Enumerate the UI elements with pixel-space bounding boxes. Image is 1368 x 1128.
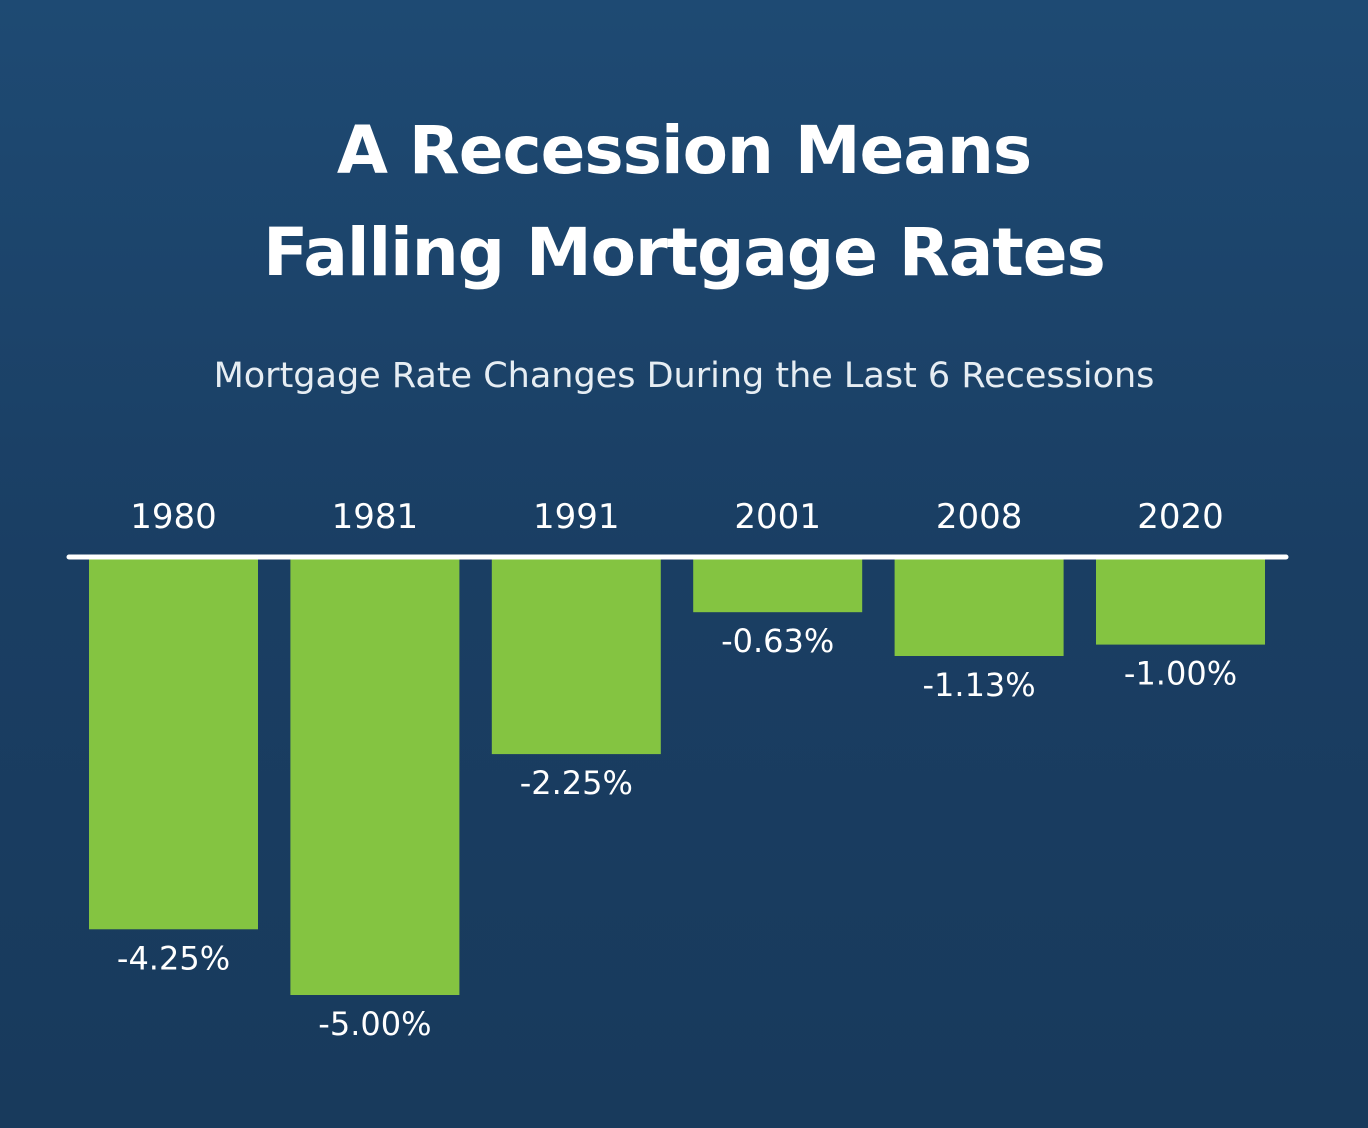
category-labels-group: 1980 1981 1991 2001 2008 2020 bbox=[130, 497, 1224, 537]
category-label-2008: 2008 bbox=[936, 497, 1023, 537]
value-label-2020: -1.00% bbox=[1124, 655, 1237, 693]
category-label-2001: 2001 bbox=[734, 497, 821, 537]
category-label-1980: 1980 bbox=[130, 497, 217, 537]
bars-group bbox=[89, 557, 1265, 995]
chart-title-line-1: A Recession Means bbox=[336, 112, 1032, 189]
category-label-1981: 1981 bbox=[332, 497, 419, 537]
category-label-1991: 1991 bbox=[533, 497, 620, 537]
value-label-1991: -2.25% bbox=[520, 764, 633, 802]
value-label-2001: -0.63% bbox=[721, 622, 834, 660]
bar-1991 bbox=[491, 557, 661, 755]
chart-title: A Recession Means Falling Mortgage Rates bbox=[0, 100, 1368, 304]
chart-title-line-2: Falling Mortgage Rates bbox=[263, 214, 1106, 291]
category-label-2020: 2020 bbox=[1137, 497, 1224, 537]
value-labels-group: -4.25% -5.00% -2.25% -0.63% -1.13% -1.00% bbox=[117, 622, 1237, 1043]
value-label-1980: -4.25% bbox=[117, 939, 230, 977]
chart-subtitle: Mortgage Rate Changes During the Last 6 … bbox=[213, 356, 1155, 396]
value-label-1981: -5.00% bbox=[318, 1005, 431, 1043]
bar-1980 bbox=[89, 557, 258, 930]
bar-2020 bbox=[1096, 557, 1265, 645]
bar-2001 bbox=[693, 557, 863, 613]
value-label-2008: -1.13% bbox=[922, 666, 1035, 704]
bar-2008 bbox=[894, 557, 1064, 656]
bar-1981 bbox=[290, 557, 460, 995]
